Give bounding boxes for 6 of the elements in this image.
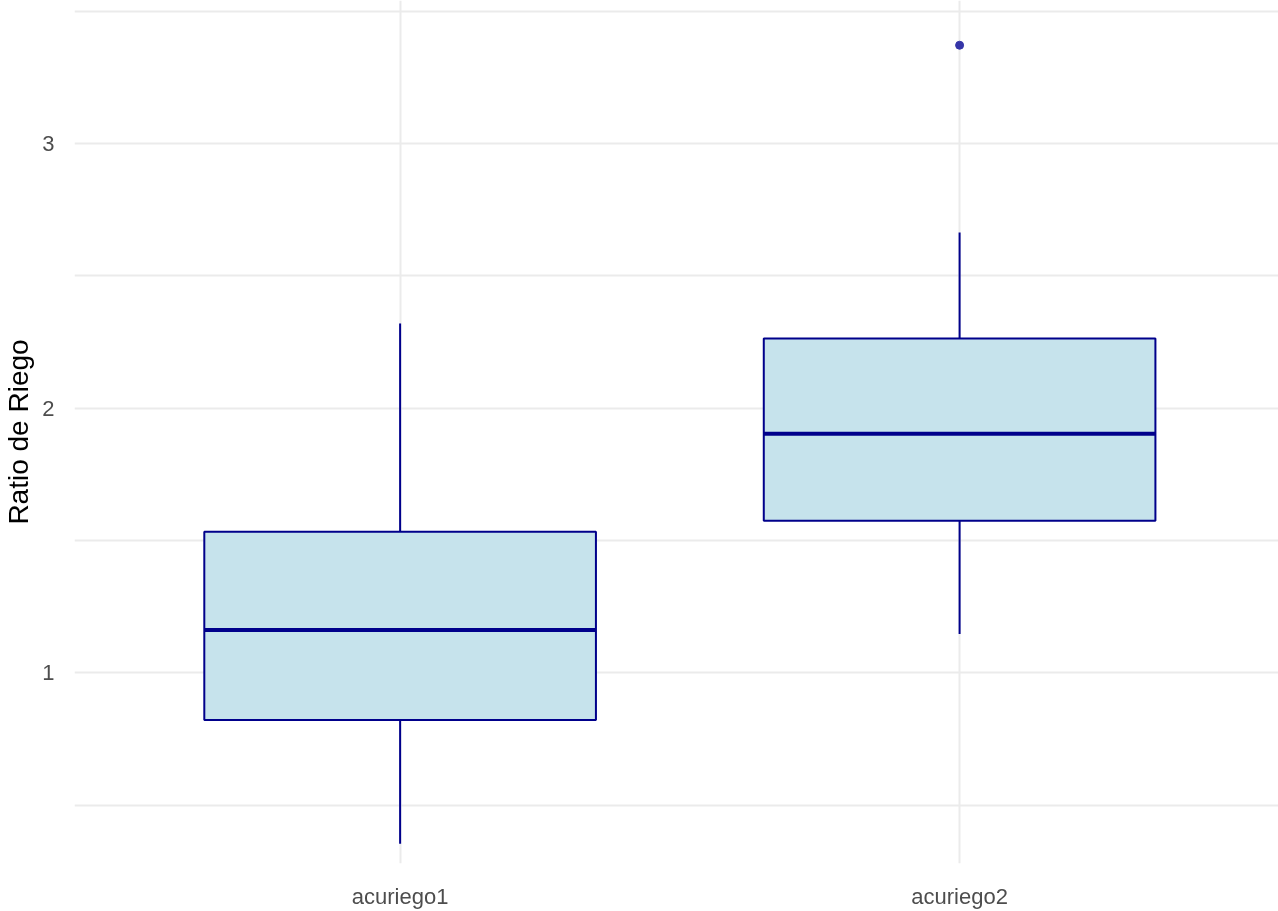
- x-tick-label: acuriego1: [351, 883, 449, 909]
- y-tick-label: 3: [42, 130, 55, 156]
- x-tick-label: acuriego2: [911, 883, 1008, 909]
- y-axis-title: Ratio de Riego: [3, 339, 35, 525]
- y-tick-label: 1: [42, 660, 55, 686]
- y-tick-label: 2: [42, 395, 55, 421]
